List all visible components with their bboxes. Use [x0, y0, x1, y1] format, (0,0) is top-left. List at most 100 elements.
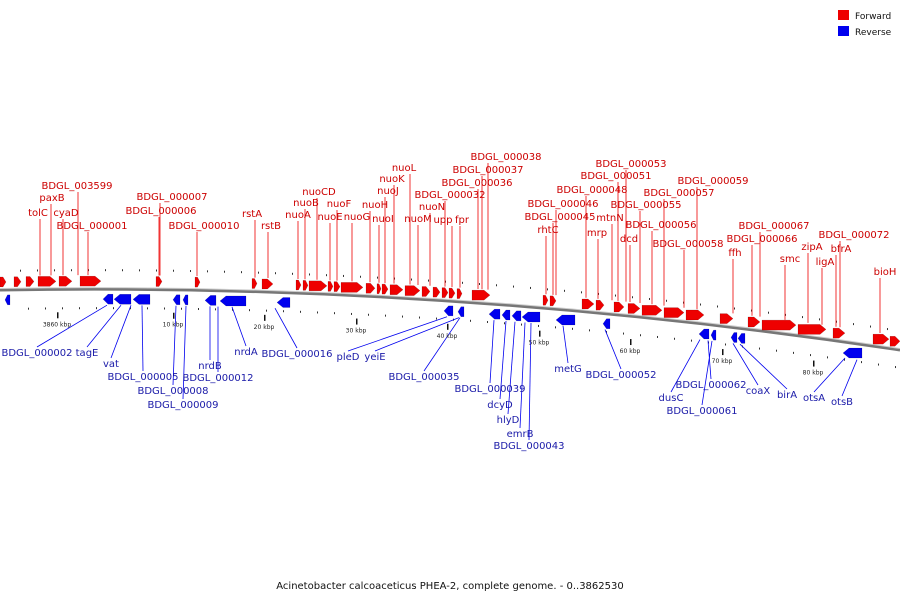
minor-tick: [674, 337, 675, 340]
forward-gene-label: mrp: [587, 228, 607, 239]
minor-tick: [198, 308, 199, 311]
forward-gene-label: nuoJ: [377, 186, 399, 197]
forward-gene-arrow: [295, 279, 302, 291]
minor-tick: [623, 332, 624, 335]
forward-gene-label: ffh: [728, 248, 741, 259]
minor-tick: [445, 280, 446, 283]
reverse-leader-line: [739, 343, 788, 390]
minor-tick: [793, 351, 794, 354]
forward-gene-label: nuoCD: [302, 187, 336, 198]
forward-gene-label: BDGL_000053: [595, 159, 666, 170]
minor-tick: [547, 288, 548, 291]
reverse-gene-label: yeiE: [364, 352, 385, 363]
major-tick: [722, 349, 724, 356]
forward-gene-arrow: [549, 295, 557, 307]
reverse-gene-arrow: [501, 309, 511, 321]
forward-gene-arrow: [872, 333, 890, 345]
minor-tick: [598, 292, 599, 295]
forward-gene-arrow: [685, 309, 705, 321]
reverse-gene-arrow: [172, 294, 181, 306]
genome-backbone-highlight: [0, 287, 900, 349]
reverse-gene-arrow: [488, 308, 501, 320]
minor-tick: [419, 316, 420, 319]
forward-gene-arrow: [308, 280, 328, 292]
minor-tick: [275, 272, 276, 275]
reverse-leader-line: [707, 340, 712, 380]
minor-tick: [878, 363, 879, 366]
forward-gene-arrow: [155, 276, 163, 287]
major-tick: [356, 318, 358, 325]
forward-gene-label: BDGL_000036: [441, 178, 512, 189]
minor-tick: [215, 308, 216, 311]
forward-gene-arrow: [663, 307, 685, 318]
minor-tick: [411, 278, 412, 281]
minor-tick: [181, 307, 182, 310]
forward-gene-arrow: [627, 303, 641, 314]
minor-tick: [436, 317, 437, 320]
forward-gene-label: BDGL_003599: [41, 181, 112, 192]
forward-gene-label: BDGL_000059: [677, 176, 748, 187]
minor-tick: [470, 319, 471, 322]
forward-gene-arrow: [327, 281, 334, 292]
reverse-gene-arrow: [182, 294, 189, 306]
reverse-gene-label: BDGL_000002: [1, 348, 72, 359]
forward-gene-label: BDGL_000051: [580, 171, 651, 182]
reverse-gene-label: BDGL_000061: [666, 406, 737, 417]
minor-tick: [853, 323, 854, 326]
forward-gene-label: BDGL_000056: [625, 220, 696, 231]
reverse-leader-line: [172, 305, 177, 386]
forward-gene-label: BDGL_000048: [556, 185, 627, 196]
forward-gene-arrow: [613, 301, 625, 313]
legend-forward-swatch: [838, 10, 849, 20]
reverse-gene-label: BDGL_000043: [493, 441, 564, 452]
forward-gene-arrow: [25, 276, 35, 287]
minor-tick: [895, 366, 896, 369]
reverse-gene-label: otsB: [831, 397, 853, 408]
reverse-gene-arrow: [4, 294, 11, 306]
forward-gene-arrow: [832, 327, 846, 339]
forward-gene-arrow: [302, 280, 309, 291]
minor-tick: [266, 309, 267, 312]
minor-tick: [113, 307, 114, 310]
minor-tick: [785, 313, 786, 316]
reverse-leader-line: [841, 359, 858, 397]
scale-tick-label: 30 kbp: [346, 328, 367, 335]
forward-gene-arrow: [581, 298, 595, 310]
minor-tick: [54, 269, 55, 272]
minor-tick: [606, 330, 607, 333]
reverse-gene-arrow: [113, 293, 132, 305]
reverse-gene-arrow: [730, 332, 738, 343]
forward-gene-label: bioH: [874, 267, 897, 278]
tick-marks: [20, 269, 896, 369]
forward-gene-label: zipA: [801, 242, 822, 253]
minor-tick: [836, 320, 837, 323]
reverse-gene-arrow: [457, 306, 465, 317]
reverse-gene-label: BDGL_000009: [147, 400, 218, 411]
reverse-gene-label: BDGL_000005: [107, 372, 178, 383]
forward-gene-label: BDGL_000006: [125, 206, 196, 217]
forward-gene-arrow: [421, 286, 431, 297]
scale-tick-label: 10 kbp: [163, 322, 184, 329]
forward-gene-label: BDGL_000010: [168, 221, 239, 232]
genome-backbone: [0, 287, 900, 352]
forward-gene-arrow: [797, 324, 827, 335]
minor-tick: [861, 361, 862, 364]
minor-tick: [207, 270, 208, 273]
reverse-gene-arrow: [102, 293, 114, 305]
forward-gene-label: nuoH: [362, 200, 388, 211]
minor-tick: [640, 334, 641, 337]
minor-tick: [164, 307, 165, 310]
scale-tick-label: 40 kbp: [437, 333, 458, 340]
minor-tick: [283, 310, 284, 313]
minor-tick: [224, 270, 225, 273]
reverse-gene-label: nrdB: [198, 361, 222, 372]
minor-tick: [156, 269, 157, 272]
forward-gene-arrow: [448, 287, 456, 299]
forward-gene-label: ligA: [816, 257, 835, 268]
reverse-gene-arrow: [511, 310, 522, 322]
forward-gene-arrow: [471, 289, 491, 301]
genome-caption: Acinetobacter calcoaceticus PHEA-2, comp…: [276, 581, 624, 592]
reverse-gene-label: dusC: [659, 393, 684, 404]
forward-gene-label: BDGL_000072: [818, 230, 889, 241]
